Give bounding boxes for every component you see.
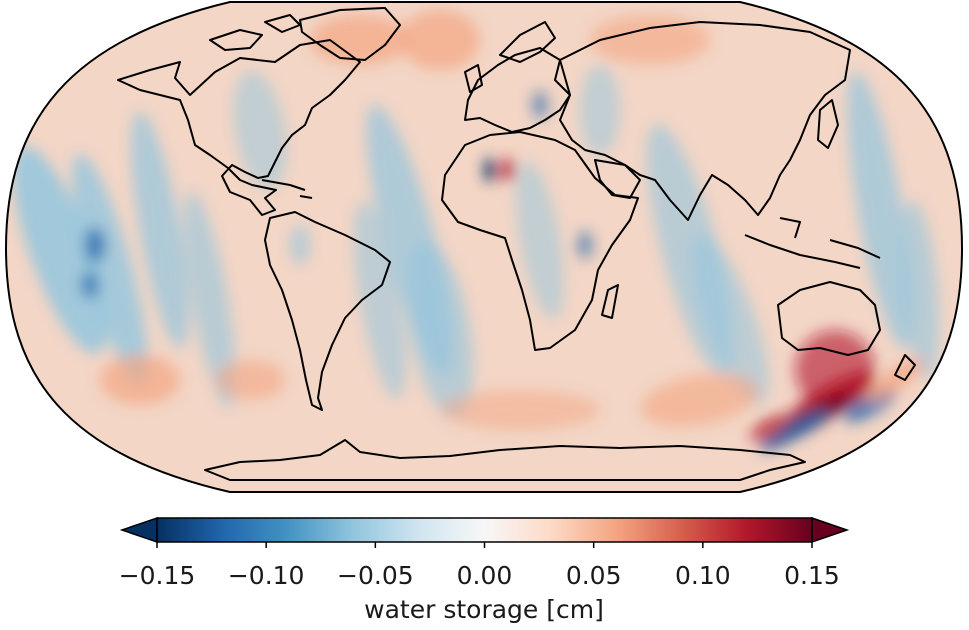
coastline-arabia	[594, 159, 641, 199]
field-anomaly	[353, 201, 407, 399]
field-anomaly	[532, 91, 548, 119]
coastline-africa	[441, 131, 639, 351]
colorbar-tick-label: −0.15	[119, 561, 196, 590]
field-anomaly	[590, 15, 710, 65]
field-anomaly	[847, 72, 913, 348]
coastline-asia	[559, 21, 851, 221]
field-anomaly	[580, 65, 620, 155]
field-anomaly	[290, 225, 310, 265]
colorbar: −0.15 −0.10 −0.05 0.00 0.05 0.10 0.15 water st…	[119, 516, 850, 624]
colorbar-tick-label: −0.10	[228, 561, 305, 590]
field-anomaly	[865, 358, 925, 402]
colorbar-ticks: −0.15 −0.10 −0.05 0.00 0.05 0.10 0.15	[119, 542, 840, 590]
coastline-new-zealand	[894, 354, 916, 381]
coastline-south-america	[264, 211, 391, 411]
colorbar-gradient	[156, 517, 813, 543]
map-panel	[4, 0, 964, 493]
coastline-arctic-islands	[209, 14, 301, 51]
field-anomaly	[760, 408, 830, 452]
coastline-europe	[464, 47, 571, 133]
colorbar-tick-label: 0.05	[566, 561, 622, 590]
water-storage-field	[12, 10, 940, 452]
coastline-british-isles	[464, 64, 483, 93]
field-anomaly	[640, 373, 760, 427]
field-anomaly	[12, 146, 108, 354]
field-anomaly	[900, 200, 940, 380]
field-anomaly	[691, 234, 769, 406]
field-anomaly	[406, 241, 474, 419]
coastline-scandinavia	[499, 21, 556, 63]
field-anomaly	[750, 414, 790, 442]
field-anomaly	[85, 227, 105, 263]
colorbar-extend-max	[811, 516, 850, 544]
field-anomaly	[515, 161, 565, 319]
field-anomaly	[484, 158, 496, 182]
coastline-caribbean	[261, 179, 313, 199]
coastline-japan	[817, 99, 839, 149]
field-anomaly	[131, 111, 189, 349]
field-anomaly	[100, 355, 180, 405]
colorbar-extend-min	[119, 516, 158, 544]
coastline-indonesia	[744, 217, 881, 269]
field-anomaly	[183, 191, 237, 409]
coastline-antarctica	[204, 439, 806, 481]
field-anomaly	[440, 390, 600, 430]
field-anomaly	[502, 158, 514, 182]
field-anomaly	[215, 360, 285, 400]
coastline-north-america	[117, 39, 361, 216]
coastline-australia	[777, 281, 881, 356]
colorbar-tick-label: 0.00	[457, 561, 513, 590]
field-anomaly	[81, 271, 99, 299]
globe-outline	[4, 0, 964, 493]
colorbar-tick-label: 0.10	[675, 561, 731, 590]
field-anomaly	[72, 153, 148, 387]
colorbar-label: water storage [cm]	[364, 595, 604, 624]
field-anomaly	[400, 10, 480, 70]
coastline-greenland	[299, 7, 401, 61]
field-anomaly	[233, 70, 287, 190]
colorbar-tick-label: −0.05	[337, 561, 414, 590]
field-anomaly	[310, 15, 410, 65]
colorbar-tick-label: 0.15	[784, 561, 840, 590]
coastlines	[117, 7, 916, 481]
field-anomaly	[577, 231, 593, 259]
coastline-madagascar	[601, 284, 619, 319]
